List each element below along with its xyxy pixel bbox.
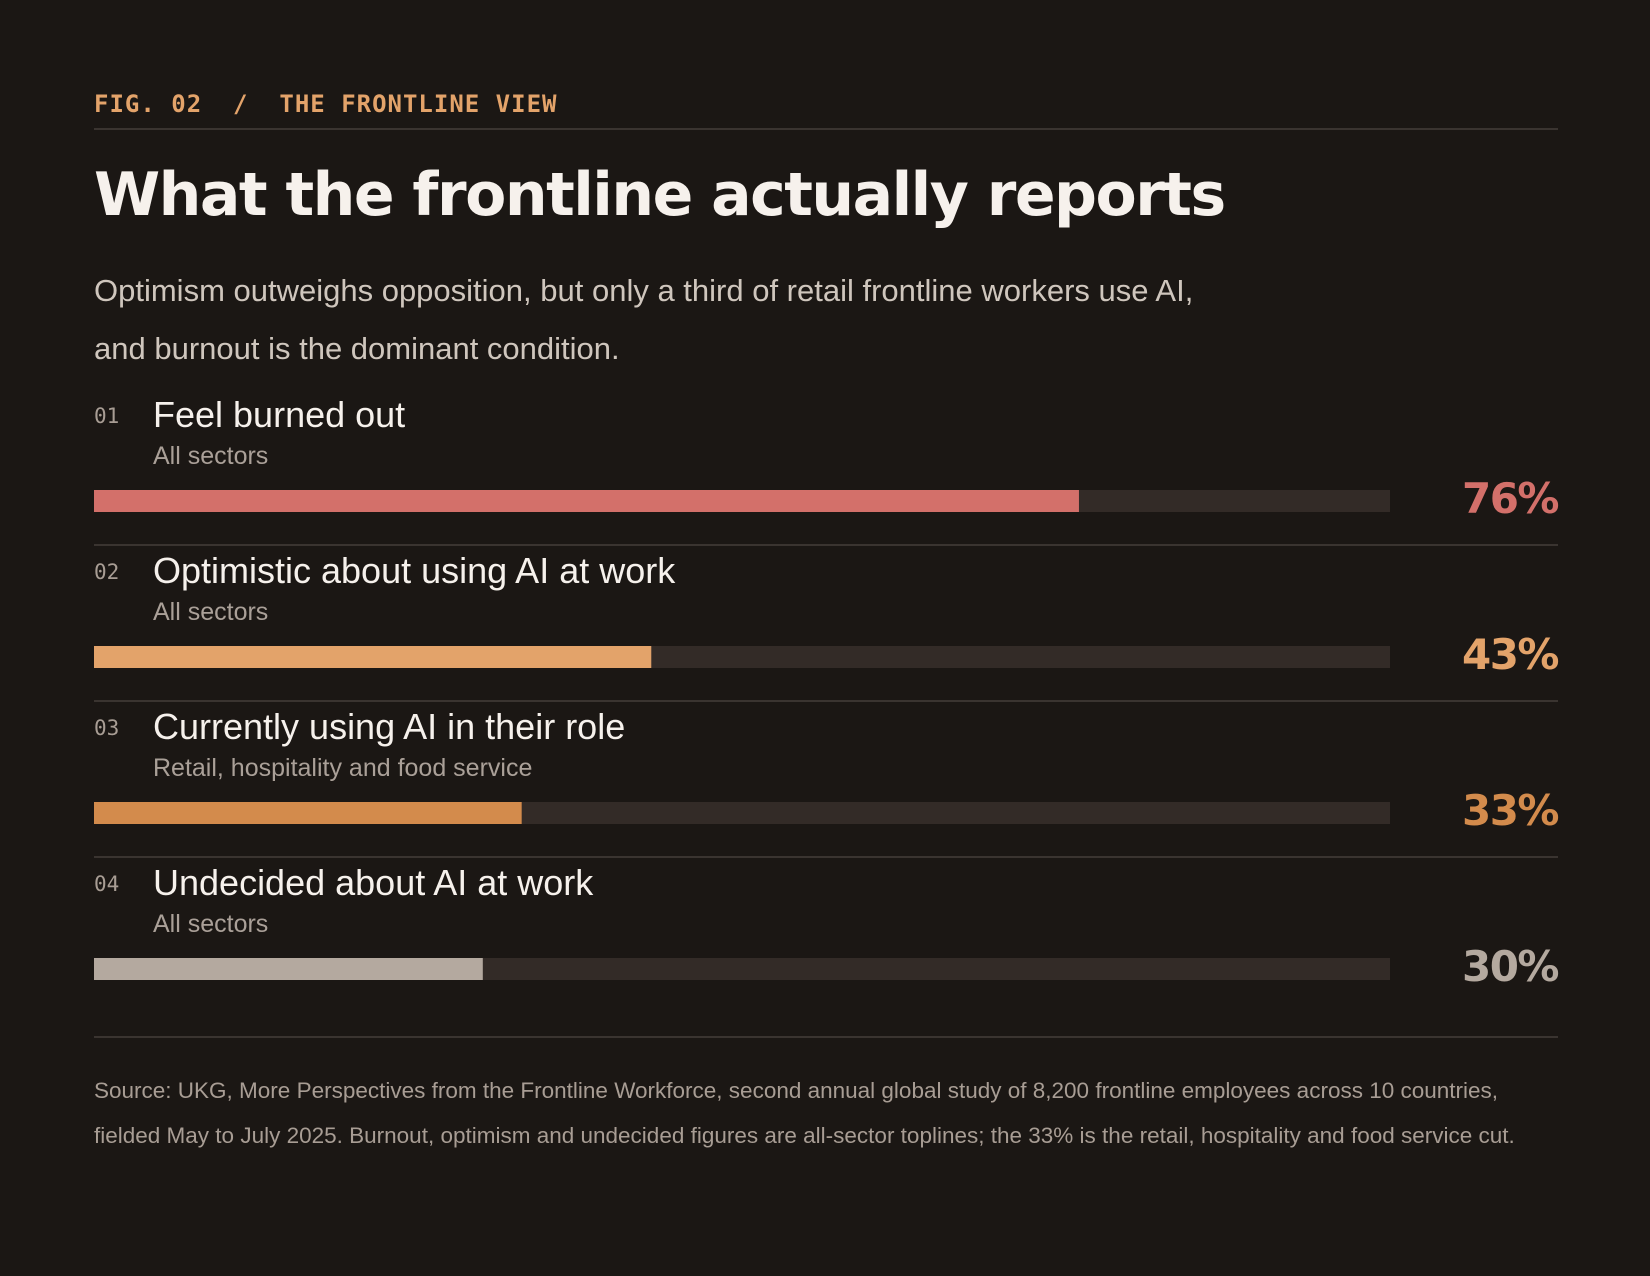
bar xyxy=(94,802,522,824)
row-label: Optimistic about using AI at work xyxy=(153,550,676,591)
chart-subtitle: Optimism outweighs opposition, but only … xyxy=(94,273,1194,366)
value-label: 33% xyxy=(1461,786,1560,835)
row-index: 02 xyxy=(94,560,120,584)
row-label: Feel burned out xyxy=(153,394,406,435)
bar-rows: 01 Feel burned out All sectors 76% 02 Optimis… xyxy=(94,390,1560,1014)
bar xyxy=(94,646,652,668)
chart-row: 03 Currently using AI in their role Retail… xyxy=(94,702,1560,858)
value-label: 30% xyxy=(1461,942,1560,991)
row-sublabel: Retail, hospitality and food service xyxy=(153,754,533,782)
figure-kicker: FIG. 02 / THE FRONTLINE VIEW xyxy=(94,90,558,118)
chart-title: What the frontline actually reports xyxy=(94,160,1226,230)
row-index: 03 xyxy=(94,716,120,740)
bar-track-svg xyxy=(94,802,1390,824)
top-divider xyxy=(94,128,1558,130)
bar xyxy=(94,958,483,980)
value-label: 43% xyxy=(1461,630,1560,679)
row-label: Currently using AI in their role xyxy=(153,706,626,747)
row-index: 01 xyxy=(94,404,120,428)
bar xyxy=(94,490,1079,512)
row-sublabel: All sectors xyxy=(153,442,269,470)
bar-track-svg xyxy=(94,958,1390,980)
row-label: Undecided about AI at work xyxy=(153,862,594,903)
row-sublabel: All sectors xyxy=(153,598,269,626)
value-label: 76% xyxy=(1461,474,1560,523)
row-sublabel: All sectors xyxy=(153,910,269,938)
bottom-divider xyxy=(94,1036,1558,1038)
chart-row: 02 Optimistic about using AI at work All s… xyxy=(94,546,1560,702)
chart-row: 01 Feel burned out All sectors 76% xyxy=(94,390,1560,546)
source-note: Source: UKG, More Perspectives from the … xyxy=(94,1078,1515,1148)
bar-track-svg xyxy=(94,646,1390,668)
chart-row: 04 Undecided about AI at work All sectors 3… xyxy=(94,858,1560,1014)
row-index: 04 xyxy=(94,872,120,896)
bar-track-svg xyxy=(94,490,1390,512)
